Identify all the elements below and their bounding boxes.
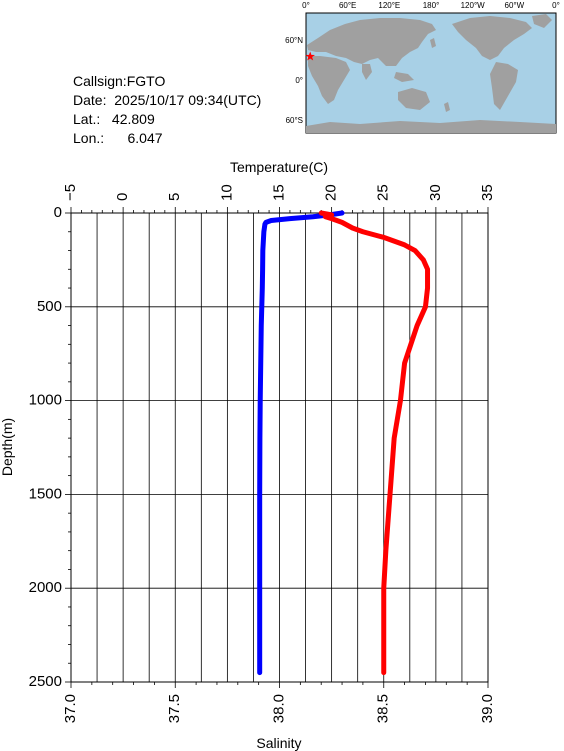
plot-frame-group — [70, 212, 489, 683]
callsign-label: Callsign: — [73, 73, 127, 89]
salinity-tick-label: 37.0 — [62, 694, 79, 723]
salinity-tick-label: 37.5 — [166, 694, 183, 723]
station-info: Callsign:FGTO Date: 2025/10/17 09:34(UTC… — [73, 72, 261, 148]
map-lat-label: 0° — [295, 76, 303, 85]
lat-label: Lat.: — [73, 111, 101, 127]
depth-tick-label: 2000 — [29, 579, 62, 596]
date-row: Date: 2025/10/17 09:34(UTC) — [73, 91, 261, 110]
date-label: Date: — [73, 92, 107, 108]
temperature-tick-label: 15 — [270, 184, 287, 201]
depth-tick-label: 2500 — [29, 673, 62, 690]
map-land — [306, 14, 556, 133]
map-lon-label: 60°W — [505, 1, 525, 10]
temperature-tick-label: 30 — [427, 184, 444, 201]
lon-value: 6.047 — [127, 130, 163, 146]
date-value: 2025/10/17 09:34(UTC) — [114, 92, 262, 108]
axis-ticks — [65, 207, 489, 688]
plot-frame — [70, 212, 489, 683]
map-top-labels: 0° 60°E 120°E 180° 120°W 60°W 0° — [302, 1, 560, 10]
salinity-tick-label: 38.0 — [270, 694, 287, 723]
map-lat-label: 60°N — [285, 36, 303, 45]
temperature-tick-label: 25 — [375, 184, 392, 201]
salinity-tick-label: 38.5 — [375, 694, 392, 723]
depth-tick-label: 500 — [37, 298, 62, 315]
map-lat-labels: 60°N 0° 60°S — [285, 36, 303, 125]
callsign-row: Callsign:FGTO — [73, 72, 261, 91]
map-lon-label: 0° — [552, 1, 560, 10]
callsign-value: FGTO — [126, 73, 166, 89]
lon-label: Lon.: — [73, 130, 105, 146]
depth-tick-label: 0 — [54, 204, 62, 221]
map-lon-label: 60°E — [339, 1, 356, 10]
salinity-tick-label: 39.0 — [479, 694, 496, 723]
temperature-tick-label: 20 — [323, 184, 340, 201]
temperature-tick-label: −5 — [62, 184, 79, 201]
lon-row: Lon.: 6.047 — [73, 129, 261, 148]
map-lon-label: 120°E — [378, 1, 400, 10]
temperature-tick-label: 35 — [479, 184, 496, 201]
station-marker-icon — [305, 51, 315, 61]
bottom-axis-title: Salinity — [256, 735, 301, 751]
temperature-tick-label: 10 — [218, 184, 235, 201]
map-lon-label: 180° — [423, 1, 440, 10]
temperature-tick-label: 5 — [166, 193, 183, 201]
top-axis-title: Temperature(C) — [230, 159, 328, 175]
lat-value: 42.809 — [111, 111, 155, 127]
temperature-profile-line — [257, 210, 345, 676]
temperature-tick-label: 0 — [114, 193, 131, 201]
grid-lines — [70, 212, 489, 683]
map-lon-label: 120°W — [461, 1, 486, 10]
world-map: 0° 60°E 120°E 180° 120°W 60°W 0° 60°N 0° 60°S — [285, 1, 560, 134]
data-series — [257, 210, 431, 676]
map-lat-label: 60°S — [286, 116, 303, 125]
map-lon-label: 0° — [302, 1, 310, 10]
depth-tick-label: 1500 — [29, 485, 62, 502]
depth-tick-label: 1000 — [29, 392, 62, 409]
salinity-profile-line — [318, 210, 431, 676]
y-axis-title: Depth(m) — [0, 418, 15, 476]
lat-row: Lat.: 42.809 — [73, 110, 261, 129]
